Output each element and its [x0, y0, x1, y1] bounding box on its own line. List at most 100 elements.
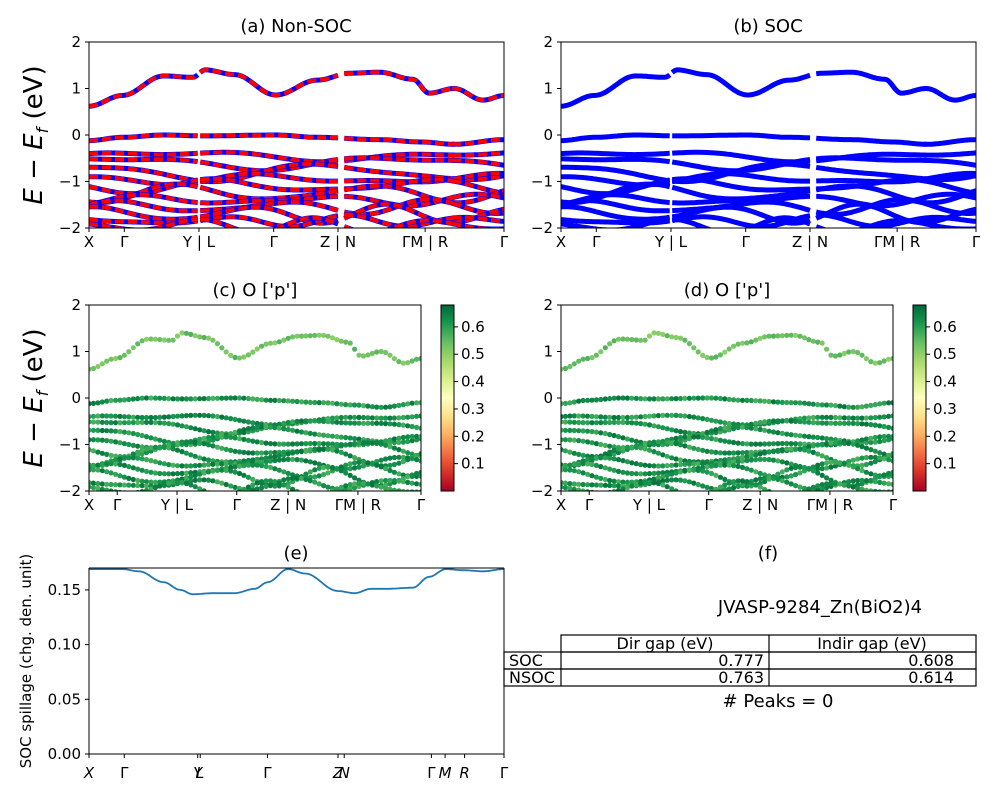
projection-point — [174, 471, 181, 477]
projection-point — [868, 471, 874, 477]
projection-point — [174, 479, 181, 485]
band-line — [924, 137, 976, 147]
projection-point — [589, 413, 595, 419]
projection-point — [117, 482, 123, 488]
projection-point — [90, 485, 96, 491]
projection-point — [722, 349, 728, 355]
projection-point — [695, 481, 701, 488]
projection-point — [824, 475, 830, 481]
projection-point — [562, 480, 569, 486]
projection-point — [325, 470, 331, 476]
projection-point — [312, 460, 318, 466]
projection-point — [744, 454, 750, 460]
material-id: JVASP-9284_Zn(BiO2)4 — [717, 597, 922, 618]
projection-point — [210, 492, 215, 497]
projection-point — [418, 355, 421, 362]
projection-point — [819, 402, 825, 408]
projection-point — [806, 486, 812, 491]
projection-point — [325, 484, 331, 490]
projection-point — [673, 477, 679, 483]
projection-point — [254, 486, 260, 491]
projection-point — [312, 431, 318, 437]
projection-point — [713, 354, 719, 360]
projection-point — [846, 404, 852, 410]
table-row-nsoc-indir: 0.614 — [908, 668, 954, 687]
projection-point — [624, 479, 631, 485]
projection-point — [294, 441, 300, 447]
projection-point — [152, 479, 158, 485]
projection-point — [855, 477, 861, 484]
projection-point — [219, 494, 224, 499]
projection-point — [611, 478, 617, 484]
projection-point — [753, 477, 759, 483]
projection-point — [334, 419, 340, 425]
projection-point — [682, 434, 688, 440]
projection-point — [602, 451, 608, 457]
projection-point — [143, 487, 150, 491]
projection-point — [700, 395, 706, 401]
projection-point — [148, 458, 154, 464]
projection-point — [89, 414, 92, 420]
projection-point — [837, 352, 843, 358]
projection-point — [290, 334, 296, 340]
projection-point — [135, 482, 141, 489]
projection-point — [704, 429, 710, 435]
projection-point — [580, 452, 586, 458]
projection-point — [90, 365, 96, 372]
projection-point — [183, 450, 189, 456]
band-line-dashed — [343, 155, 455, 163]
projection-point — [646, 471, 653, 477]
projection-point — [677, 469, 684, 475]
projection-point — [188, 452, 194, 458]
x-tick-label: Z | N — [742, 496, 778, 514]
projection-point — [646, 413, 653, 419]
projection-point — [881, 456, 887, 462]
projection-point — [717, 426, 724, 432]
projection-point — [708, 395, 715, 401]
projection-point — [99, 486, 105, 491]
projection-point — [779, 399, 785, 405]
band-line-dashed — [451, 215, 504, 224]
projection-point — [846, 415, 852, 421]
projection-point — [161, 414, 167, 420]
projection-point — [396, 454, 402, 460]
projection-point — [766, 333, 772, 339]
projection-point — [660, 474, 666, 480]
projection-point — [890, 433, 893, 440]
projection-point — [868, 447, 874, 453]
projection-point — [744, 340, 750, 346]
projection-point — [334, 337, 340, 343]
band-line-dashed — [343, 136, 455, 147]
projection-point — [126, 441, 132, 448]
projection-point — [669, 396, 675, 402]
projection-point — [104, 481, 110, 487]
projection-point — [748, 421, 754, 427]
projection-point — [629, 470, 635, 477]
projection-point — [400, 414, 406, 421]
projection-point — [113, 420, 119, 426]
projection-point — [890, 469, 893, 475]
projection-point — [660, 412, 666, 418]
projection-point — [779, 478, 785, 484]
projection-point — [90, 437, 96, 443]
projection-point — [188, 474, 194, 480]
projection-point — [374, 462, 380, 468]
projection-point — [766, 457, 772, 463]
projection-point — [691, 414, 697, 420]
x-tick-label: Z | N — [792, 233, 828, 251]
projection-point — [819, 482, 825, 488]
projection-point — [717, 437, 724, 443]
projection-point — [409, 451, 415, 457]
projection-point — [254, 462, 260, 468]
projection-point — [673, 456, 679, 462]
projection-point — [285, 476, 291, 482]
projection-point — [695, 395, 701, 401]
projection-point — [881, 433, 887, 440]
projection-point — [655, 330, 662, 336]
projection-point — [418, 481, 421, 487]
projection-point — [731, 479, 737, 485]
projection-point — [655, 463, 662, 469]
projection-point — [886, 356, 892, 362]
projection-point — [245, 450, 251, 456]
projection-point — [571, 486, 577, 491]
